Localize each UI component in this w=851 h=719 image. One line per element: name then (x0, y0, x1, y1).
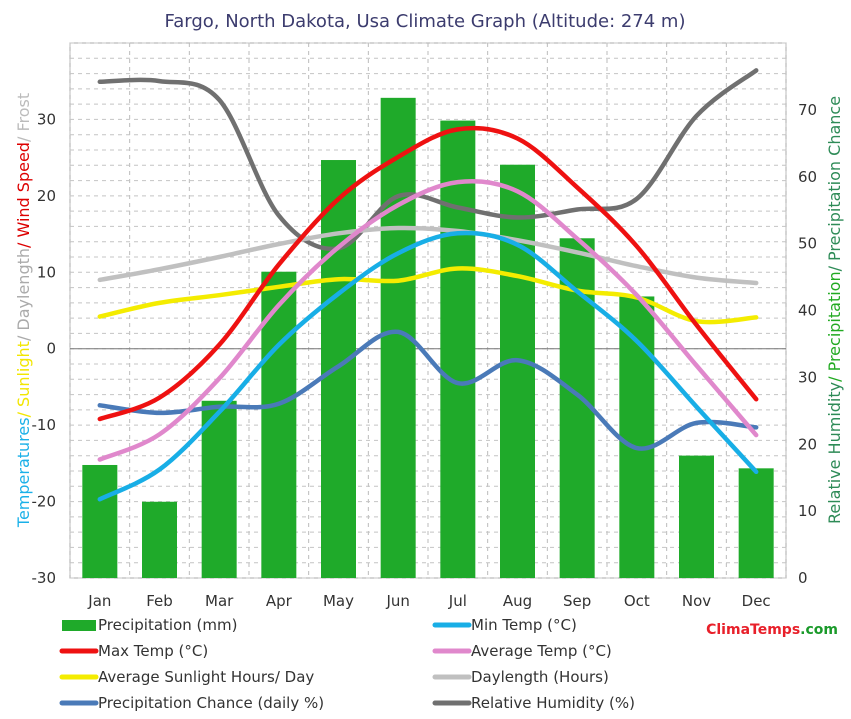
legend-label: Precipitation (mm) (98, 616, 237, 634)
month-tick-label: Jan (87, 592, 111, 610)
month-tick-label: Dec (742, 592, 771, 610)
left-tick-label: -10 (32, 416, 57, 434)
left-tick-label: -30 (32, 569, 57, 587)
month-tick-label: Sep (563, 592, 591, 610)
brand-part: Clima (706, 622, 750, 638)
left-axis-title-part: / Sunlight (14, 341, 33, 417)
legend-label: Average Temp (°C) (471, 642, 612, 660)
right-axis-title-part: / Precipitation Chance (825, 96, 844, 271)
precipitation-bars (82, 97, 774, 579)
month-tick-label: Apr (266, 592, 293, 610)
left-axis-title-part: / Daylength (14, 248, 33, 341)
legend-item: Min Temp (°C) (432, 616, 577, 634)
month-tick-label: May (323, 592, 354, 610)
legend-label: Daylength (Hours) (471, 668, 609, 686)
left-axis-title-part: Temperatures (14, 417, 33, 528)
legend-swatch (62, 620, 96, 631)
right-axis-title-part: / Precipitation (825, 271, 844, 381)
right-tick-label: 20 (798, 435, 817, 453)
legend-label: Relative Humidity (%) (471, 694, 635, 712)
axes: 30 20 10 0 -10 -20 -30 70 60 50 40 30 20 10 0 Jan Feb Mar… (14, 93, 844, 610)
precipitation-bar (440, 120, 476, 578)
right-axis-title: Relative Humidity/ Precipitation/ Precip… (825, 96, 844, 524)
left-tick-label: 20 (37, 187, 56, 205)
legend-item: Average Temp (°C) (432, 642, 612, 660)
left-tick-label: 0 (46, 340, 56, 358)
legend-item: Precipitation (mm) (62, 616, 237, 634)
month-tick-label: Jun (385, 592, 409, 610)
legend-label: Min Temp (°C) (471, 616, 577, 634)
legend-item: Relative Humidity (%) (432, 694, 635, 712)
month-tick-label: Nov (682, 592, 711, 610)
brand-part: Temps (750, 622, 800, 638)
brand-logo: ClimaTemps.com (706, 622, 838, 638)
grid (69, 42, 787, 579)
left-tick-label: -20 (32, 493, 57, 511)
series-line-average-sunlight-hours-day (97, 266, 759, 325)
left-axis-title-part: / Frost (14, 93, 33, 142)
left-tick-label: 30 (37, 110, 56, 128)
legend: Precipitation (mm) Min Temp (°C) Max Temp … (59, 616, 635, 712)
legend-label: Average Sunlight Hours/ Day (98, 668, 314, 686)
legend-item: Max Temp (°C) (59, 642, 208, 660)
right-tick-label: 30 (798, 368, 817, 386)
precipitation-bar (261, 271, 297, 578)
legend-item: Daylength (Hours) (432, 668, 609, 686)
right-tick-label: 60 (798, 168, 817, 186)
legend-label: Max Temp (°C) (98, 642, 208, 660)
left-axis-title-part: / Wind Speed (14, 142, 33, 248)
month-tick-label: Aug (503, 592, 532, 610)
month-tick-label: Jul (448, 592, 467, 610)
series-line-min-temp-c (97, 230, 759, 502)
precipitation-bar (201, 400, 237, 578)
legend-label: Precipitation Chance (daily %) (98, 694, 324, 712)
chart-title: Fargo, North Dakota, Usa Climate Graph (… (165, 11, 686, 32)
precipitation-bar (321, 160, 356, 578)
right-tick-label: 40 (798, 302, 817, 320)
right-axis-title-part: Relative Humidity (825, 382, 844, 524)
right-tick-label: 10 (798, 502, 817, 520)
series-line-average-temp-c (97, 178, 759, 462)
brand-part: .com (800, 622, 838, 638)
series-line-precipitation-chance-daily (97, 329, 759, 451)
right-tick-label: 50 (798, 235, 817, 253)
precipitation-bar (142, 501, 177, 578)
legend-item: Precipitation Chance (daily %) (59, 694, 324, 712)
precipitation-bar (82, 464, 118, 578)
precipitation-bar (679, 455, 714, 578)
left-tick-label: 10 (37, 263, 56, 281)
month-tick-label: Mar (205, 592, 234, 610)
precipitation-bar (738, 468, 774, 578)
series-line-daylength-hours (97, 225, 759, 286)
month-tick-label: Feb (146, 592, 173, 610)
legend-item: Average Sunlight Hours/ Day (59, 668, 314, 686)
month-tick-label: Oct (624, 592, 650, 610)
right-tick-label: 0 (798, 569, 808, 587)
series-line-max-temp-c (97, 125, 759, 422)
precipitation-bar (500, 164, 535, 578)
right-tick-label: 70 (798, 101, 817, 119)
left-axis-title: Temperatures/ Sunlight/ Daylength/ Wind … (14, 93, 33, 528)
series-lines (97, 68, 759, 502)
